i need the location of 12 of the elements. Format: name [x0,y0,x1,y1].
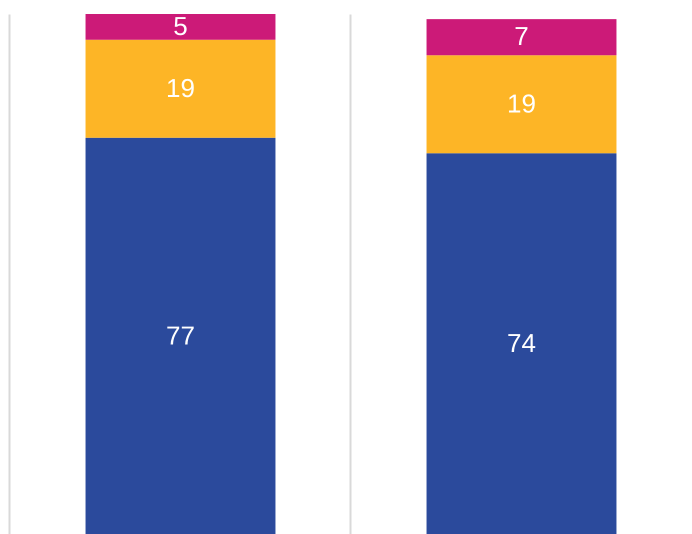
bar [86,14,276,40]
bar [426,55,616,154]
data-label: 19 [507,88,536,118]
data-label: 74 [507,328,536,358]
data-label: 19 [166,72,195,103]
bar [86,40,276,138]
data-label: 77 [166,320,195,350]
bar [426,19,616,56]
bar [426,153,616,534]
data-label: 5 [173,10,188,41]
bar [86,138,276,534]
data-label: 7 [514,21,529,52]
